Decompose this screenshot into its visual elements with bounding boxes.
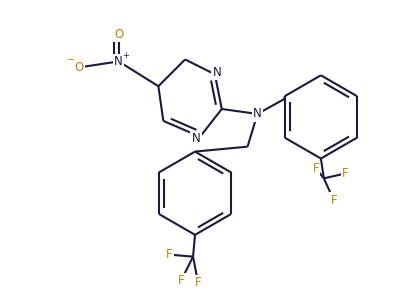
Text: O: O [75, 61, 84, 74]
Text: F: F [342, 167, 349, 180]
Text: N: N [212, 66, 221, 79]
Text: −: − [67, 55, 75, 66]
Text: N: N [115, 55, 123, 68]
Text: +: + [122, 51, 129, 60]
Text: F: F [330, 194, 337, 207]
Text: F: F [166, 248, 173, 261]
Text: F: F [312, 162, 319, 175]
Text: F: F [178, 274, 184, 287]
Text: O: O [114, 28, 123, 41]
Text: N: N [253, 108, 262, 120]
Text: N: N [192, 132, 200, 145]
Text: F: F [195, 276, 201, 289]
